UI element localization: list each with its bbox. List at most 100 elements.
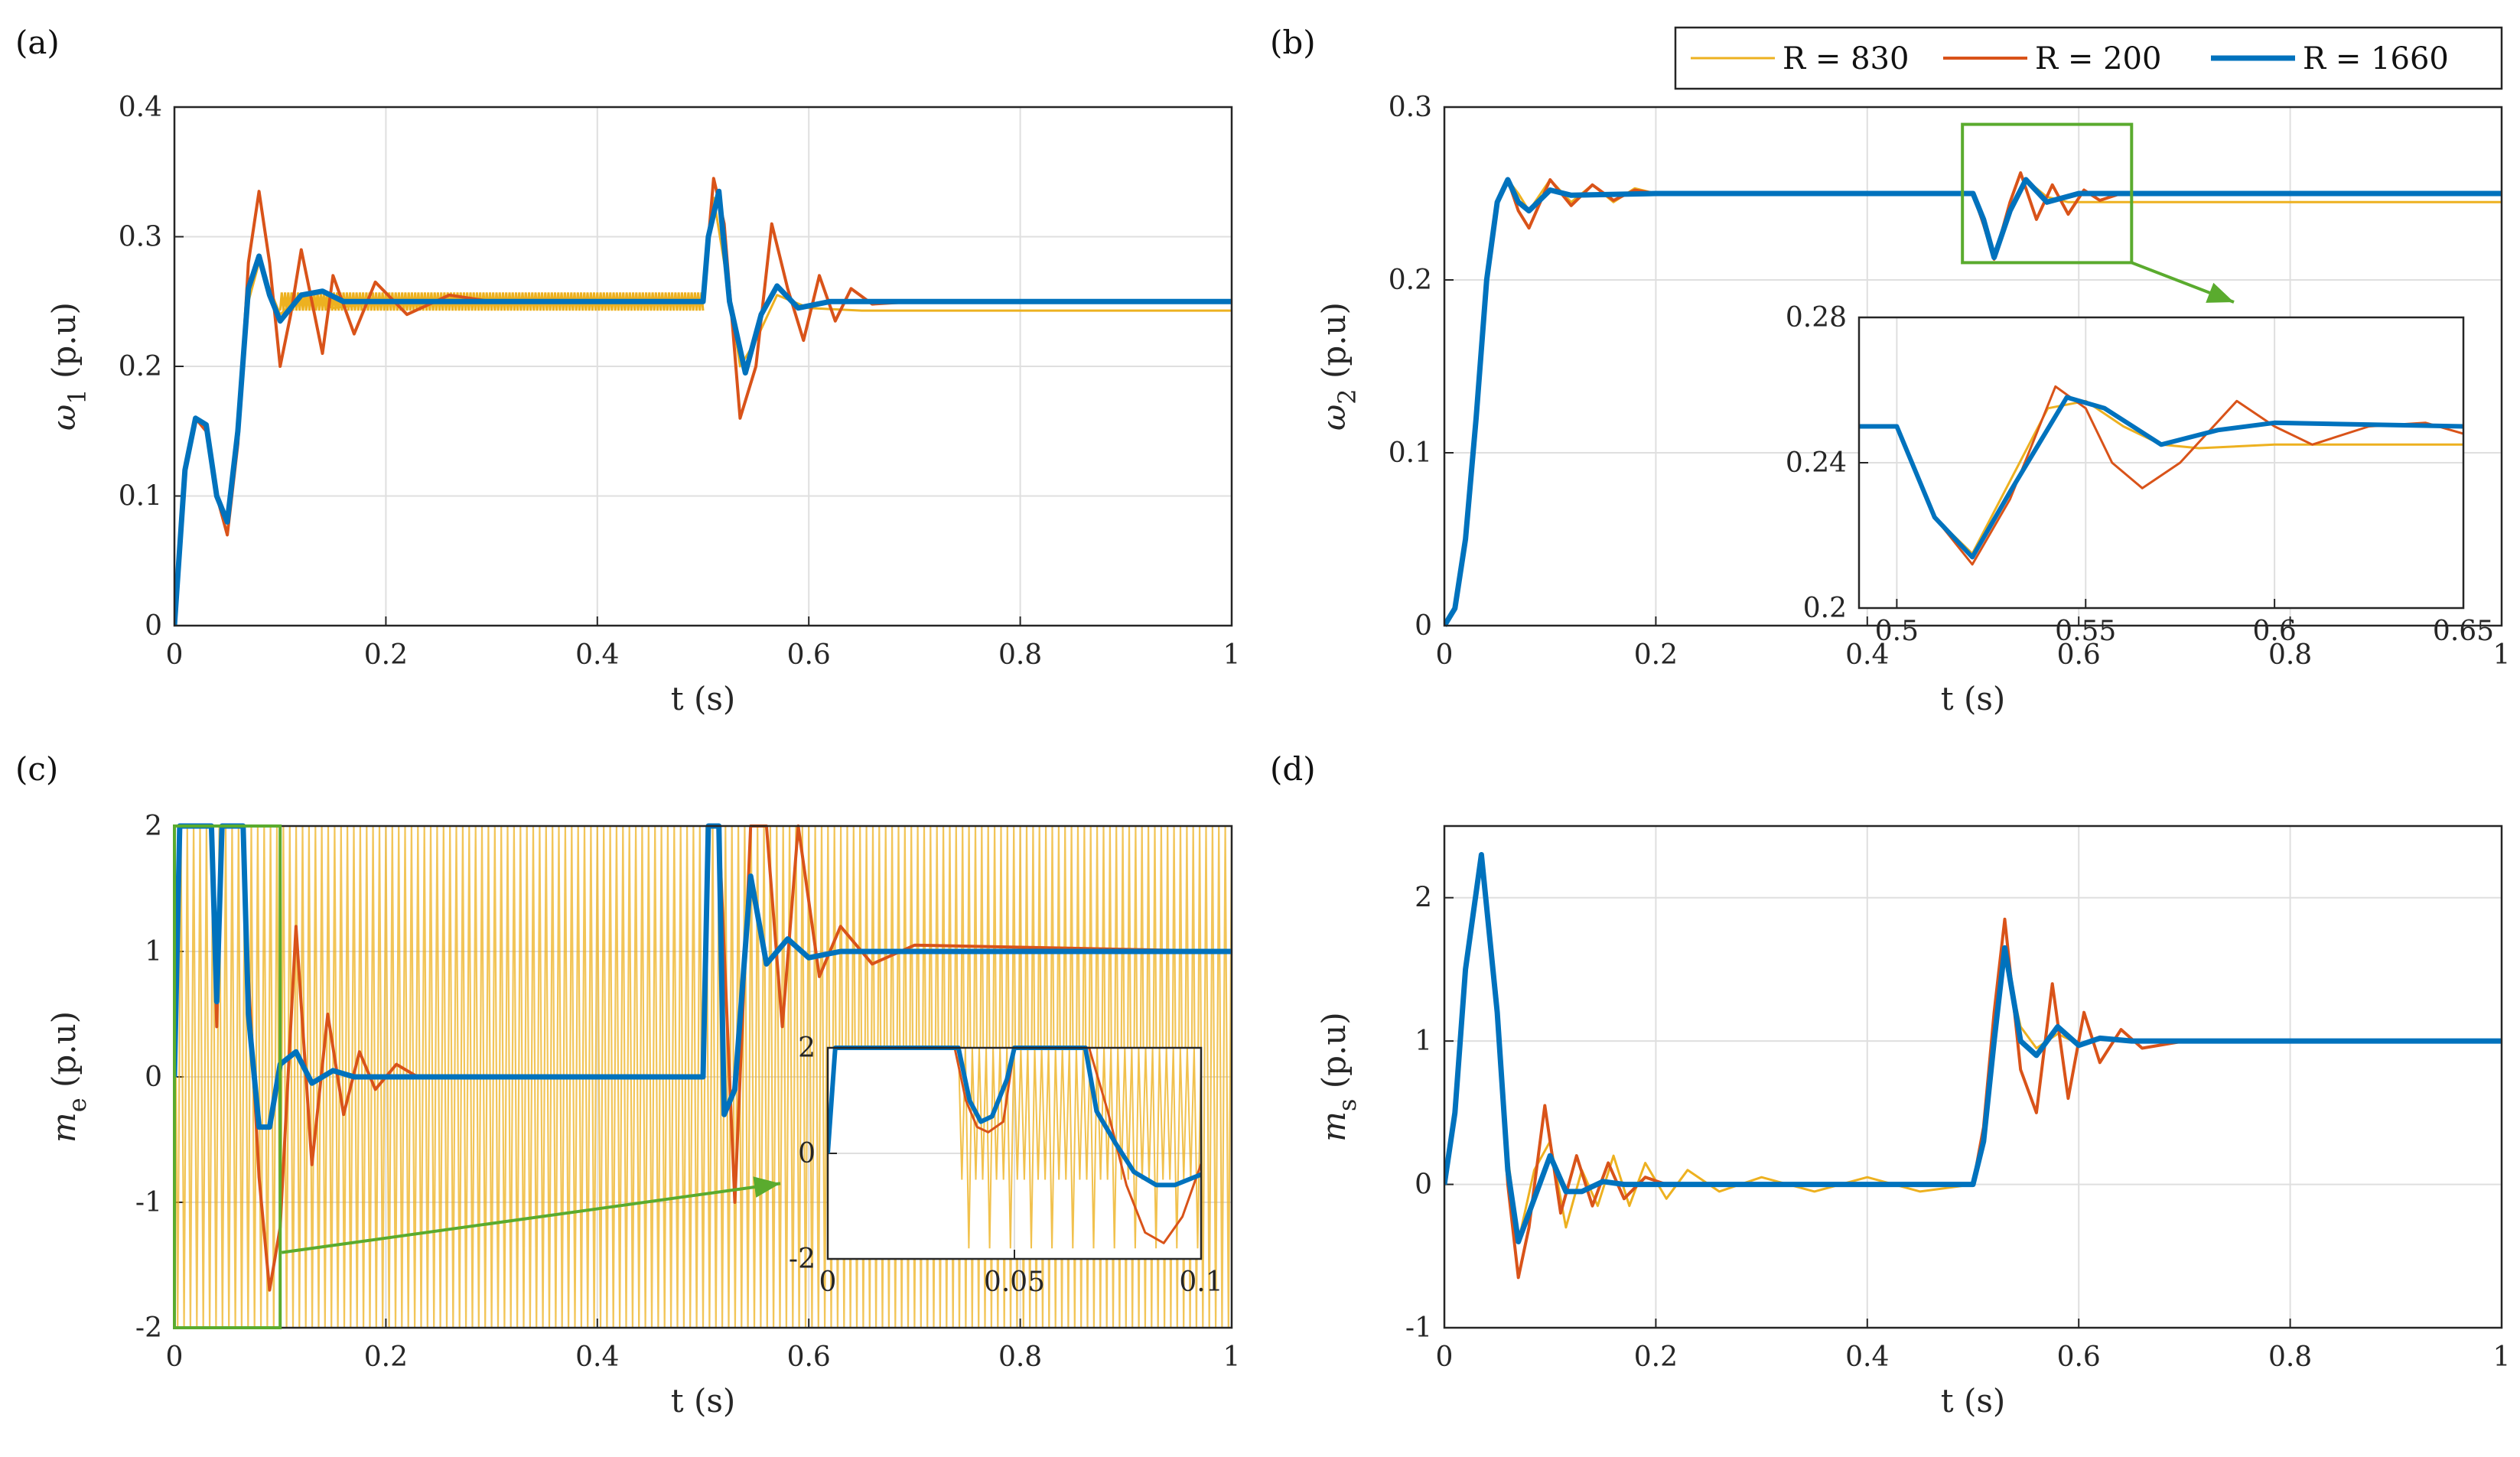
y-tick-label: 0.2 (119, 351, 162, 382)
x-tick-label: 0 (166, 639, 184, 671)
y-tick-label: 0.3 (119, 222, 162, 253)
inset-series-line-200 (1859, 385, 2463, 566)
y-tick-label: -2 (135, 1312, 162, 1344)
x-tick-label: 0.8 (998, 639, 1042, 671)
x-tick-label: 0.6 (787, 639, 831, 671)
x-tick-label: 0 (166, 1342, 184, 1373)
x-tick-label: 0.8 (998, 1342, 1042, 1373)
panel-label: (c) (15, 750, 58, 788)
plot-area (1444, 826, 2502, 1328)
series-line-r830-band (278, 292, 705, 311)
panel-label: (a) (15, 24, 60, 61)
y-axis-label-unit: (p.u) (45, 302, 83, 389)
inset-x-tick-label: 0.5 (1875, 616, 1919, 647)
x-tick-label: 0.6 (2057, 639, 2101, 671)
x-tick-label: 1 (2493, 1342, 2511, 1373)
x-tick-label: 0.4 (1845, 639, 1889, 671)
series-line-1660 (1444, 852, 2502, 1244)
inset-x-tick-label: 0.6 (2252, 616, 2296, 647)
y-tick-label: 2 (145, 811, 162, 842)
x-tick-label: 0.8 (2268, 639, 2312, 671)
y-axis-label-sub: 1 (63, 389, 92, 404)
y-tick-label: -1 (1405, 1312, 1432, 1344)
x-tick-label: 1 (1223, 1342, 1241, 1373)
series-group (174, 177, 1232, 626)
x-tick-label: 0.2 (1634, 639, 1678, 671)
panel-label: (d) (1270, 750, 1316, 788)
legend-entry-label: R = 200 (2035, 41, 2161, 76)
y-axis-label-unit: (p.u) (1315, 302, 1353, 389)
x-axis-label: t (s) (1941, 1382, 2006, 1420)
y-axis-label-sub: e (63, 1098, 92, 1112)
inset-x-tick-label: 0 (819, 1267, 837, 1298)
y-axis-label-main: m (1315, 1111, 1353, 1142)
zoom-arrow-head (2206, 282, 2234, 303)
x-axis-label: t (s) (671, 680, 736, 717)
inset-series-line-r830-band (957, 1047, 1201, 1249)
inset-y-tick-label: 0 (798, 1138, 816, 1169)
x-tick-label: 0 (1436, 639, 1454, 671)
x-tick-label: 0.8 (2268, 1342, 2312, 1373)
inset-x-tick-label: 0.65 (2433, 616, 2494, 647)
x-tick-label: 0.2 (364, 1342, 408, 1373)
x-tick-label: 0.2 (1634, 1342, 1678, 1373)
y-axis-label: ω2 (p.u) (1315, 302, 1362, 431)
legend-entry-label: R = 830 (1783, 41, 1909, 76)
x-tick-label: 1 (1223, 639, 1241, 671)
axes-frame (1443, 106, 2503, 627)
inset-x-tick-label: 0.05 (984, 1267, 1045, 1298)
zoom-arrow-head (753, 1176, 780, 1198)
y-axis-label-sub: 2 (1333, 389, 1362, 404)
zoom-box (173, 824, 282, 1329)
y-tick-label: 0.1 (119, 481, 162, 512)
panels: 0 0.2 0.4 0.6 0.8 100.10.20.30.4t (s)ω1 (p.u)… (15, 24, 2510, 1420)
inset-series-line-1660 (1859, 395, 2463, 560)
y-tick-label: 0 (1415, 1169, 1432, 1201)
inset-y-tick-label: 2 (798, 1033, 816, 1064)
zoom-arrow (281, 1182, 781, 1254)
y-tick-label: 0.1 (1389, 437, 1432, 469)
legend-box (1674, 26, 2503, 90)
x-axis-label: t (s) (1941, 680, 2006, 717)
y-tick-label: 2 (1415, 883, 1432, 914)
y-tick-label: 0.4 (119, 92, 162, 123)
inset-b: 0.5 0.55 0.6 0.65 0.2 0.24 0.28 (1786, 302, 2494, 647)
y-axis-label: ms (p.u) (1315, 1012, 1362, 1142)
y-axis-label-main: m (45, 1112, 83, 1143)
inset-c: 0 0.05 0.1-202 (789, 1033, 1223, 1298)
series-group (1444, 171, 2502, 627)
zoom-box (1961, 122, 2134, 265)
inset-y-tick-label: 0.2 (1803, 593, 1847, 624)
x-tick-label: 0.6 (787, 1342, 831, 1373)
inset-frame (1857, 316, 2465, 610)
y-axis-label-sub: s (1333, 1099, 1362, 1111)
panel-a: 0 0.2 0.4 0.6 0.8 100.10.20.30.4t (s)ω1 (p.u)… (15, 24, 1240, 717)
x-tick-label: 0.4 (575, 639, 619, 671)
series-line-1660 (174, 188, 1232, 626)
inset-x-tick-label: 0.55 (2055, 616, 2116, 647)
inset-frame (826, 1046, 1203, 1260)
x-tick-label: 0.4 (575, 1342, 619, 1373)
y-tick-label: 0 (145, 1062, 162, 1093)
y-axis-label-unit: (p.u) (45, 1011, 83, 1098)
x-axis-label: t (s) (671, 1382, 736, 1420)
inset-y-tick-label: 0.28 (1786, 302, 1847, 333)
legend: R = 830 R = 200 R = 1660 (1674, 26, 2503, 90)
legend-entry-label: R = 1660 (2303, 41, 2449, 76)
y-tick-label: 0 (145, 610, 162, 642)
x-tick-label: 0.2 (364, 639, 408, 671)
x-tick-label: 1 (2493, 639, 2511, 671)
y-axis-label-main: ω (45, 405, 83, 431)
y-axis-label-main: ω (1315, 405, 1353, 431)
panel-c: 0 0.2 0.4 0.6 0.8 1 -2 -1 0 1 2 t (s) me (p.u) (c) 0 0.… (15, 750, 1240, 1420)
axes-frame (173, 106, 1233, 627)
x-tick-label: 0.4 (1845, 1342, 1889, 1373)
y-tick-label: 0.3 (1389, 92, 1432, 123)
x-tick-label: 0.6 (2057, 1342, 2101, 1373)
inset-y-tick-label: 0.24 (1786, 447, 1847, 479)
y-axis-label: me (p.u) (45, 1011, 92, 1143)
panel-b: 0 0.2 0.4 0.6 0.8 100.10.20.3t (s)ω2 (p.u)(b)… (1270, 24, 2510, 717)
inset-y-tick-label: -2 (789, 1244, 816, 1275)
y-tick-label: 0 (1415, 610, 1432, 642)
